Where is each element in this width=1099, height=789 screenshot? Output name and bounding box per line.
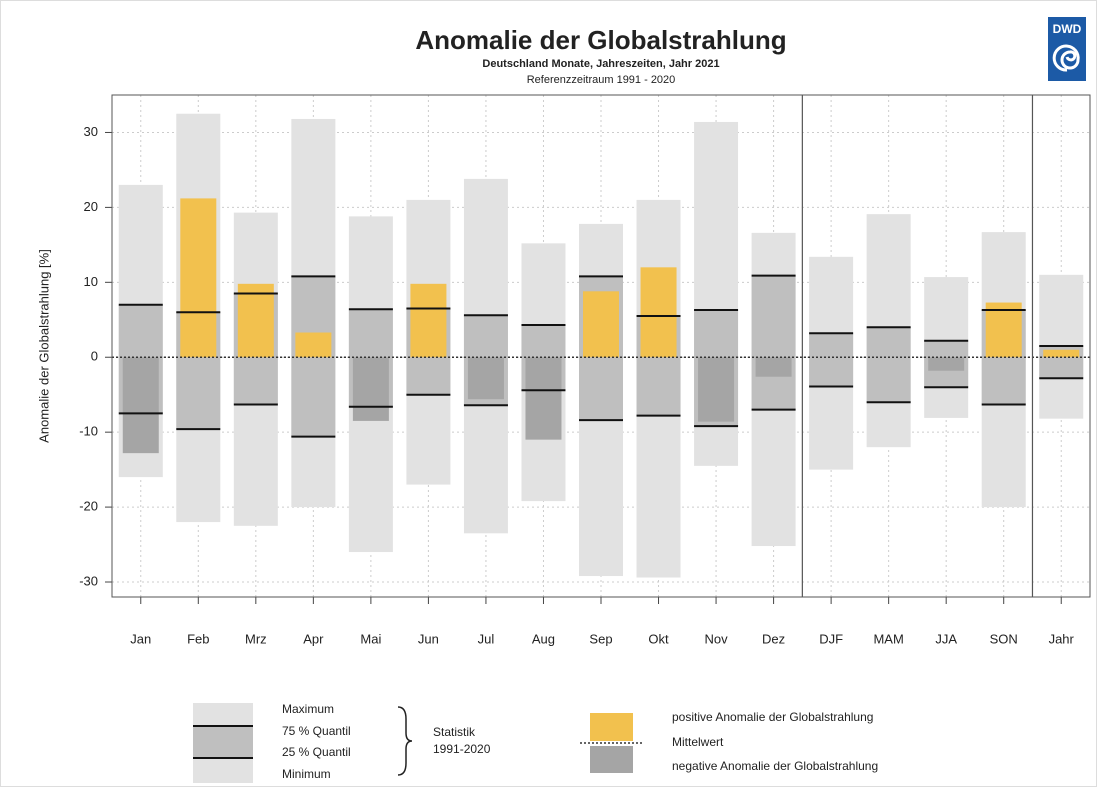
legend-label: 1991-2020 [433,742,491,756]
x-tick-label: Aug [532,631,555,646]
x-tick-label: Jul [478,631,495,646]
x-tick-label: Mai [360,631,381,646]
legend-label: Maximum [282,702,334,716]
x-tick-label: Mrz [245,631,267,646]
x-tick-label: Jun [418,631,439,646]
legend: Maximum 75 % Quantil 25 % Quantil Minimu… [193,702,878,783]
negative-anomaly [525,357,562,440]
legend-positive [590,713,633,741]
x-tick-label: Jan [130,631,151,646]
x-tick-label: Apr [303,631,324,646]
logo: DWD [1048,17,1086,81]
y-tick-label: 20 [84,199,98,214]
legend-label: Minimum [282,767,331,781]
positive-anomaly [985,302,1022,358]
y-tick-label: 30 [84,124,98,139]
x-tick-label: Jahr [1049,631,1075,646]
legend-label: 25 % Quantil [282,745,351,759]
chart-subtitle: Deutschland Monate, Jahreszeiten, Jahr 2… [482,58,719,70]
negative-anomaly [122,357,159,454]
positive-anomaly [180,198,217,358]
x-tick-label: SON [990,631,1018,646]
legend-label: positive Anomalie der Globalstrahlung [672,710,873,724]
negative-anomaly [698,357,735,422]
x-tick-label: Dez [762,631,785,646]
legend-label: 75 % Quantil [282,724,351,738]
legend-brace [397,706,413,776]
positive-anomaly [640,267,677,358]
y-axis-label: Anomalie der Globalstrahlung [%] [36,249,51,443]
quantile-box [866,327,911,403]
negative-anomaly [352,357,389,421]
logo-swirl [1052,44,1080,72]
legend-label: Statistik [433,725,476,739]
legend-label: Mittelwert [672,735,724,749]
legend-box [193,726,253,758]
y-tick-label: 10 [84,274,98,289]
quantile-box [809,333,854,387]
negative-anomaly [755,357,792,377]
x-tick-label: JJA [935,631,957,646]
legend-negative [590,746,633,773]
positive-anomaly [1043,349,1080,358]
positive-anomaly [237,283,274,358]
plot-frame [111,94,1091,598]
x-tick-label: Feb [187,631,209,646]
y-tick-label: -30 [79,573,98,588]
x-tick-label: Nov [704,631,728,646]
y-tick-label: 0 [91,349,98,364]
y-tick-label: -10 [79,424,98,439]
negative-anomaly [928,357,965,371]
y-tick-label: -20 [79,499,98,514]
negative-anomaly [467,357,504,400]
positive-anomaly [410,283,447,358]
quantile-box [751,275,796,410]
x-tick-label: Okt [648,631,669,646]
legend-label: negative Anomalie der Globalstrahlung [672,759,878,773]
x-tick-label: Sep [589,631,612,646]
positive-anomaly [295,332,332,358]
reference-period: Referenzzeitraum 1991 - 2020 [527,74,676,86]
x-tick-label: MAM [873,631,903,646]
positive-anomaly [583,291,619,358]
logo-text: DWD [1053,22,1082,36]
x-tick-label: DJF [819,631,843,646]
chart-title: Anomalie der Globalstrahlung [415,25,786,55]
